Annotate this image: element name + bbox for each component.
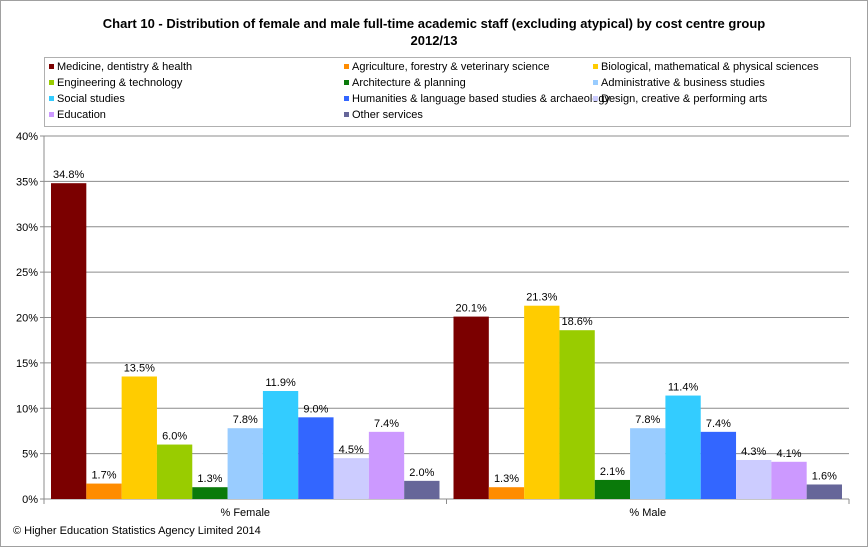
bar: [51, 183, 87, 499]
y-tick-label: 25%: [16, 267, 38, 279]
y-tick-label: 5%: [22, 449, 38, 461]
bar: [227, 428, 263, 499]
chart-title: Chart 10 - Distribution of female and ma…: [0, 15, 868, 49]
legend-swatch: [344, 80, 349, 85]
chart-title-line1: Chart 10 - Distribution of female and ma…: [102, 16, 766, 31]
legend-swatch: [49, 80, 54, 85]
data-label: 1.7%: [91, 470, 116, 482]
legend-item: Humanities & language based studies & ar…: [344, 92, 610, 106]
data-label: 1.3%: [494, 473, 519, 485]
bar: [86, 483, 122, 499]
legend-label: Design, creative & performing arts: [601, 93, 768, 105]
data-label: 11.4%: [668, 382, 699, 394]
x-category-label: % Female: [220, 507, 270, 519]
data-label: 4.5%: [339, 444, 364, 456]
copyright-footer: © Higher Education Statistics Agency Lim…: [13, 525, 261, 537]
data-label: 7.4%: [706, 418, 731, 430]
data-label: 21.3%: [526, 292, 557, 304]
legend-swatch: [344, 112, 349, 117]
bar: [594, 479, 631, 499]
bar: [488, 487, 525, 499]
data-label: 2.1%: [600, 466, 625, 478]
legend-label: Social studies: [57, 93, 125, 105]
bar: [806, 484, 842, 499]
legend-item: Administrative & business studies: [593, 76, 765, 90]
legend-swatch: [344, 64, 349, 69]
data-label: 1.3%: [197, 473, 222, 485]
legend-swatch: [344, 96, 349, 101]
data-label: 20.1%: [456, 303, 487, 315]
legend-label: Architecture & planning: [352, 77, 466, 89]
legend-swatch: [593, 96, 598, 101]
y-tick-label: 40%: [16, 131, 38, 143]
bar: [524, 305, 560, 499]
legend-label: Medicine, dentistry & health: [57, 61, 193, 73]
bar: [192, 487, 228, 499]
bar: [156, 444, 193, 499]
bar: [736, 459, 772, 499]
bar: [298, 417, 334, 499]
y-tick-label: 0%: [22, 494, 38, 506]
legend: Medicine, dentistry & health Agriculture,…: [44, 57, 851, 127]
legend-item: Social studies: [49, 92, 125, 106]
y-tick-label: 10%: [16, 403, 38, 415]
legend-swatch: [593, 80, 598, 85]
legend-swatch: [49, 64, 54, 69]
bar: [262, 391, 299, 499]
legend-label: Administrative & business studies: [601, 77, 765, 89]
legend-item: Agriculture, forestry & veterinary scien…: [344, 60, 549, 74]
y-tick-label: 30%: [16, 222, 38, 234]
data-label: 7.8%: [635, 414, 660, 426]
data-label: 1.6%: [812, 470, 837, 482]
bar: [771, 461, 807, 499]
legend-label: Agriculture, forestry & veterinary scien…: [352, 61, 550, 73]
bar: [333, 458, 369, 499]
legend-item: Design, creative & performing arts: [593, 92, 767, 106]
legend-item: Other services: [344, 108, 423, 122]
chart-title-line2: 2012/13: [410, 33, 458, 48]
bar: [368, 431, 405, 499]
data-label: 11.9%: [265, 377, 296, 389]
bar: [453, 316, 489, 499]
legend-label: Humanities & language based studies & ar…: [352, 93, 611, 105]
bar: [404, 480, 440, 499]
data-label: 4.3%: [741, 446, 766, 458]
y-tick-label: 20%: [16, 313, 38, 325]
legend-swatch: [49, 96, 54, 101]
legend-item: Architecture & planning: [344, 76, 466, 90]
legend-item: Engineering & technology: [49, 76, 182, 90]
y-tick-label: 15%: [16, 358, 38, 370]
legend-swatch: [49, 112, 54, 117]
data-label: 9.0%: [303, 403, 328, 415]
legend-item: Biological, mathematical & physical scie…: [593, 60, 819, 74]
legend-item: Medicine, dentistry & health: [49, 60, 192, 74]
legend-label: Education: [57, 109, 106, 121]
data-label: 7.4%: [374, 418, 399, 430]
x-category-label: % Male: [629, 507, 666, 519]
data-label: 6.0%: [162, 431, 187, 443]
data-label: 2.0%: [409, 467, 434, 479]
data-label: 7.8%: [233, 414, 258, 426]
data-label: 13.5%: [124, 362, 155, 374]
bar: [700, 431, 737, 499]
y-tick-label: 35%: [16, 176, 38, 188]
data-label: 18.6%: [562, 316, 593, 328]
data-label: 4.1%: [776, 448, 801, 460]
legend-label: Biological, mathematical & physical scie…: [601, 61, 819, 73]
legend-label: Engineering & technology: [57, 77, 183, 89]
legend-label: Other services: [352, 109, 423, 121]
legend-swatch: [593, 64, 598, 69]
legend-item: Education: [49, 108, 106, 122]
bar: [630, 428, 666, 499]
bar: [559, 330, 595, 499]
bar: [121, 376, 157, 499]
bar: [665, 395, 701, 499]
data-label: 34.8%: [53, 169, 84, 181]
